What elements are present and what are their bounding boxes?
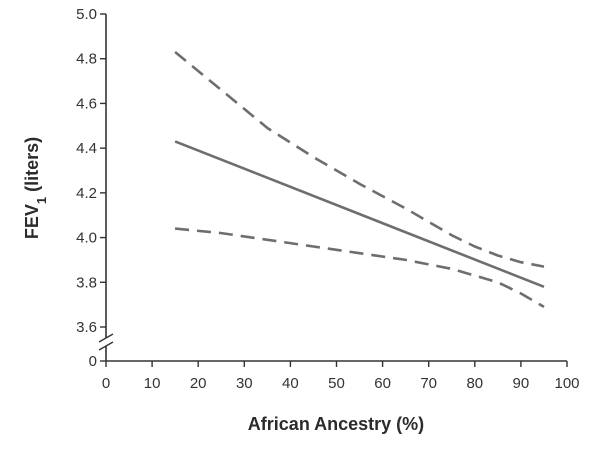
x-tick-label: 70 bbox=[420, 375, 437, 392]
y-axis-break-mark bbox=[98, 333, 114, 343]
y-tick-label: 4.2 bbox=[76, 185, 97, 202]
x-tick-label: 90 bbox=[513, 375, 530, 392]
y-axis-title-main: FEV bbox=[22, 204, 42, 239]
y-tick-label: 3.6 bbox=[76, 319, 97, 336]
y-tick-label: 3.8 bbox=[76, 274, 97, 291]
ticks: 3.6 3.8 4.0 4.2 4.4 4.6 4.8 5.0 00 10 20 30 40 50 60 70… bbox=[76, 6, 579, 392]
x-tick-label: 50 bbox=[328, 375, 345, 392]
confidence-bound-line bbox=[174, 50, 545, 268]
series-lines bbox=[174, 50, 545, 309]
axes bbox=[98, 14, 567, 362]
y-axis-title-rest: (liters) bbox=[22, 137, 42, 197]
y-tick-label: 4.0 bbox=[76, 230, 97, 247]
y-axis-break-mark bbox=[98, 341, 114, 351]
x-tick-label: 10 bbox=[144, 375, 161, 392]
x-axis-title: African Ancestry (%) bbox=[248, 414, 424, 434]
estimate-line bbox=[174, 140, 545, 289]
x-tick-label: 0 bbox=[102, 375, 110, 392]
confidence-bound-line bbox=[174, 227, 545, 309]
y-tick-label: 4.8 bbox=[76, 51, 97, 68]
x-tick-label: 60 bbox=[374, 375, 391, 392]
y-tick-label: 5.0 bbox=[76, 6, 97, 23]
x-tick-label: 40 bbox=[282, 375, 299, 392]
y-axis-title-subscript: 1 bbox=[34, 197, 49, 204]
x-tick-label: 30 bbox=[236, 375, 253, 392]
y-tick-label: 0 bbox=[89, 353, 97, 370]
x-tick-label: 80 bbox=[466, 375, 483, 392]
x-tick-label: 100 bbox=[554, 375, 579, 392]
y-tick-label: 4.4 bbox=[76, 140, 97, 157]
y-tick-label: 4.6 bbox=[76, 95, 97, 112]
x-tick-label: 20 bbox=[190, 375, 207, 392]
y-axis-title: FEV1 (liters) bbox=[22, 137, 49, 239]
